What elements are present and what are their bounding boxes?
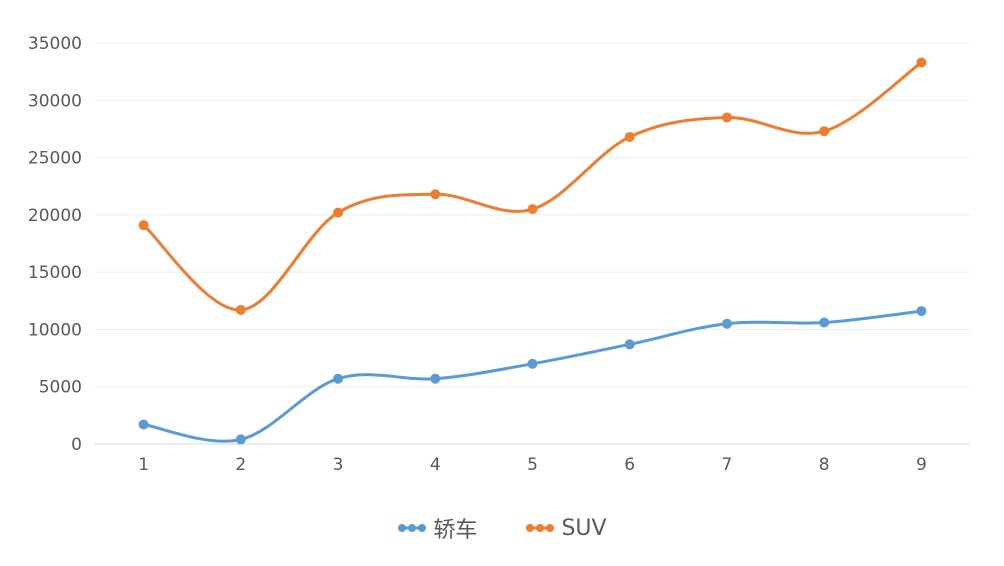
legend-label: SUV [561,515,607,541]
data-point [138,419,149,430]
data-point [333,373,344,384]
x-tick-label: 5 [527,455,538,475]
gridlines [95,42,970,445]
series-line-2 [142,60,923,312]
data-point [624,131,635,142]
series-line-1 [142,309,923,443]
x-tick-label: 2 [235,455,246,475]
x-tick-label: 4 [430,455,441,475]
x-tick-label: 1 [138,455,149,475]
y-tick-label: 0 [71,435,82,455]
x-tick-label: 7 [722,455,733,475]
legend: 轿车 SUV [0,512,1004,544]
y-tick-label: 30000 [28,91,82,111]
data-point [235,434,246,445]
x-tick-label: 3 [333,455,344,475]
y-tick-label: 35000 [28,34,82,54]
data-point [819,317,830,328]
data-point [819,126,830,137]
y-tick-label: 10000 [28,320,82,340]
data-point [916,57,927,68]
data-point [138,220,149,231]
x-axis-ticks: 1 2 3 4 5 6 7 8 9 [138,455,927,475]
x-tick-label: 9 [916,455,927,475]
y-tick-label: 15000 [28,263,82,283]
y-axis-ticks: 0 5000 10000 15000 20000 25000 30000 35000 [28,34,82,455]
data-point [721,112,732,123]
data-point [624,339,635,350]
data-point [333,207,344,218]
data-point [430,373,441,384]
legend-marker-icon [398,524,427,532]
x-tick-label: 8 [819,455,830,475]
data-point [430,189,441,200]
y-tick-label: 5000 [39,378,82,398]
data-point [721,318,732,329]
legend-item: SUV [525,515,607,541]
series-group [138,57,927,445]
legend-marker-icon [526,524,555,532]
data-point [527,204,538,215]
data-point [916,306,927,317]
y-tick-label: 25000 [28,149,82,169]
data-point [235,304,246,315]
legend-label: 轿车 [433,518,478,543]
x-tick-label: 6 [624,455,635,475]
legend-item: 轿车 [397,512,477,544]
data-point [527,358,538,369]
y-tick-label: 20000 [28,206,82,226]
